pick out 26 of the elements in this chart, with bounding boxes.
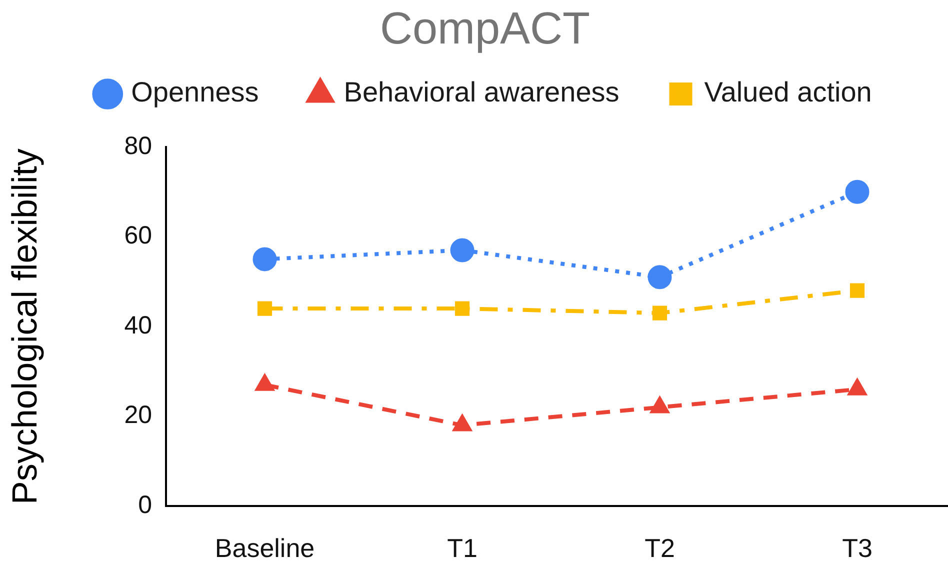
point xyxy=(652,306,668,320)
point xyxy=(454,301,470,316)
legend-label: Behavioral awareness xyxy=(344,76,620,108)
y-tick-label: 80 xyxy=(124,132,152,160)
point xyxy=(453,415,472,432)
x-tick-label: T2 xyxy=(644,532,675,563)
point xyxy=(850,283,865,298)
point xyxy=(257,301,272,316)
x-tick-label: T1 xyxy=(447,532,478,563)
x-tick-label: Baseline xyxy=(214,532,315,563)
point xyxy=(256,374,274,391)
y-tick-label: 0 xyxy=(138,490,152,519)
point xyxy=(650,397,669,414)
legend-label: Openness xyxy=(131,76,259,108)
y-tick-label: 20 xyxy=(124,401,152,430)
legend-label: Valued action xyxy=(704,76,872,108)
y-tick-label: 60 xyxy=(124,222,152,250)
point xyxy=(450,238,474,262)
point xyxy=(845,180,870,204)
chart-title: CompACT xyxy=(380,2,590,54)
point xyxy=(252,247,277,272)
y-axis-title: Psychological flexibility xyxy=(6,148,45,504)
y-tick-label: 40 xyxy=(124,311,152,340)
point xyxy=(848,379,866,396)
point xyxy=(648,265,672,290)
x-tick-label: T3 xyxy=(842,532,872,563)
